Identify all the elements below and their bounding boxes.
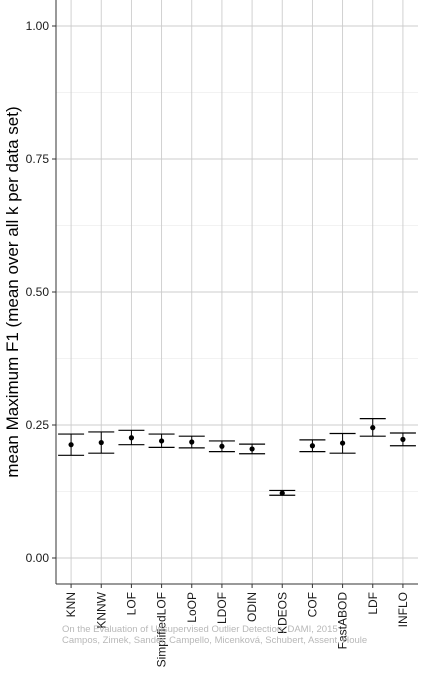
x-tick-label: SimplifiedLOF xyxy=(155,592,169,667)
y-tick-label: 1.00 xyxy=(26,19,50,33)
x-tick-label: LDF xyxy=(366,592,380,615)
x-tick-label: KNN xyxy=(64,592,78,617)
y-tick-label: 0.50 xyxy=(26,285,50,299)
mean-point xyxy=(370,425,376,431)
mean-point xyxy=(219,443,225,449)
x-tick-label: FastABOD xyxy=(336,592,350,650)
x-tick-label: LDOF xyxy=(215,592,229,624)
mean-point xyxy=(189,439,195,445)
x-tick-label: ODIN xyxy=(245,592,259,622)
mean-point xyxy=(98,439,104,446)
mean-point xyxy=(249,446,255,452)
mean-point xyxy=(309,443,316,449)
y-tick-label: 0.75 xyxy=(26,152,50,166)
axes xyxy=(52,0,418,588)
watermark-line-2: Campos, Zimek, Sander, Campello, Micenko… xyxy=(62,635,367,646)
mean-point xyxy=(339,440,346,446)
watermark-line-1: On the Evaluation of Unsupervised Outlie… xyxy=(62,624,338,635)
x-tick-label: COF xyxy=(305,592,319,617)
error-bars xyxy=(58,418,416,496)
y-tick-label: 0.00 xyxy=(26,551,50,565)
x-tick-label: LoOP xyxy=(185,592,199,623)
mean-point xyxy=(279,490,285,496)
mean-point xyxy=(128,435,135,441)
y-axis-label: mean Maximum F1 (mean over all k per dat… xyxy=(3,106,22,477)
x-tick-label: KNNW xyxy=(94,591,108,628)
y-tick-label: 0.25 xyxy=(26,418,50,432)
x-tick-label: INFLO xyxy=(396,592,410,627)
mean-point xyxy=(68,442,74,448)
mean-point xyxy=(400,436,406,442)
mean-point xyxy=(158,438,165,444)
x-tick-label: LOF xyxy=(124,592,138,615)
grid xyxy=(56,0,418,584)
tick-labels: 0.00 0.25 0.50 0.75 1.00 KNN KNNW LOF Simplified… xyxy=(26,19,410,667)
x-tick-label: KDEOS xyxy=(275,592,289,634)
